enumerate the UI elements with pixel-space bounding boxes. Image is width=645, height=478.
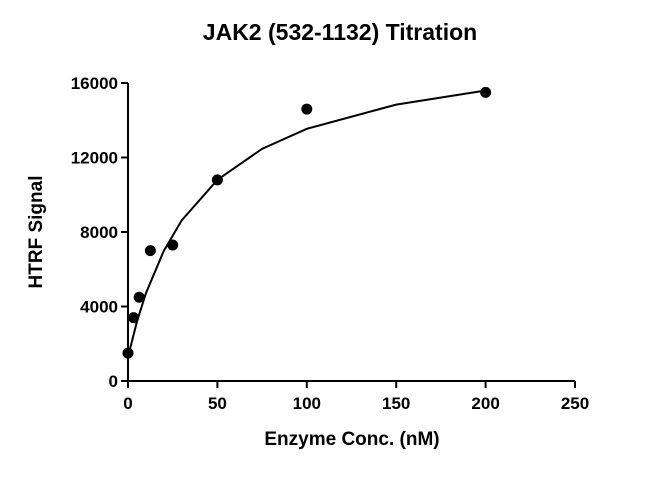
y-tick-label: 16000 xyxy=(71,74,118,93)
y-tick-label: 0 xyxy=(109,372,118,391)
x-axis-label: Enzyme Conc. (nM) xyxy=(264,429,439,450)
data-point xyxy=(133,291,145,303)
data-point xyxy=(144,245,156,257)
y-axis-label: HTRF Signal xyxy=(26,176,47,289)
data-point xyxy=(301,103,313,115)
x-tick-label: 250 xyxy=(561,394,589,413)
fit-curve xyxy=(127,89,486,358)
x-tick-label: 50 xyxy=(208,394,227,413)
x-tick-label: 200 xyxy=(471,394,499,413)
x-tick-label: 0 xyxy=(123,394,132,413)
chart-title: JAK2 (532-1132) Titration xyxy=(203,19,477,45)
x-tick-label: 150 xyxy=(382,394,410,413)
y-tick-label: 12000 xyxy=(71,149,118,168)
y-tick-label: 8000 xyxy=(80,223,118,242)
y-tick-label: 4000 xyxy=(80,298,118,317)
x-tick-label: 100 xyxy=(293,394,321,413)
data-point xyxy=(480,86,492,98)
